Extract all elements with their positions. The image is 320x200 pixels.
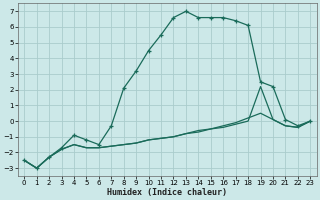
X-axis label: Humidex (Indice chaleur): Humidex (Indice chaleur)	[107, 188, 227, 197]
